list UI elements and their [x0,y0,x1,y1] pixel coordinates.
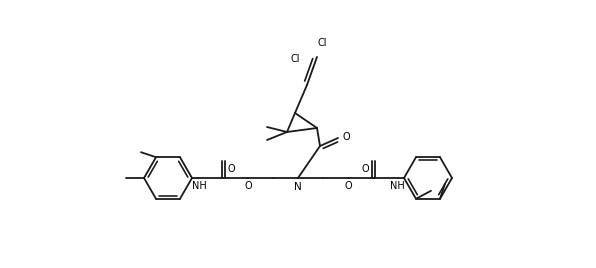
Text: O: O [244,181,252,191]
Text: O: O [342,132,350,142]
Text: NH: NH [390,181,404,191]
Text: O: O [361,165,369,174]
Text: Cl: Cl [290,54,300,64]
Text: Cl: Cl [317,38,327,48]
Text: NH: NH [192,181,206,191]
Text: N: N [294,182,302,192]
Text: O: O [344,181,352,191]
Text: O: O [227,165,235,174]
